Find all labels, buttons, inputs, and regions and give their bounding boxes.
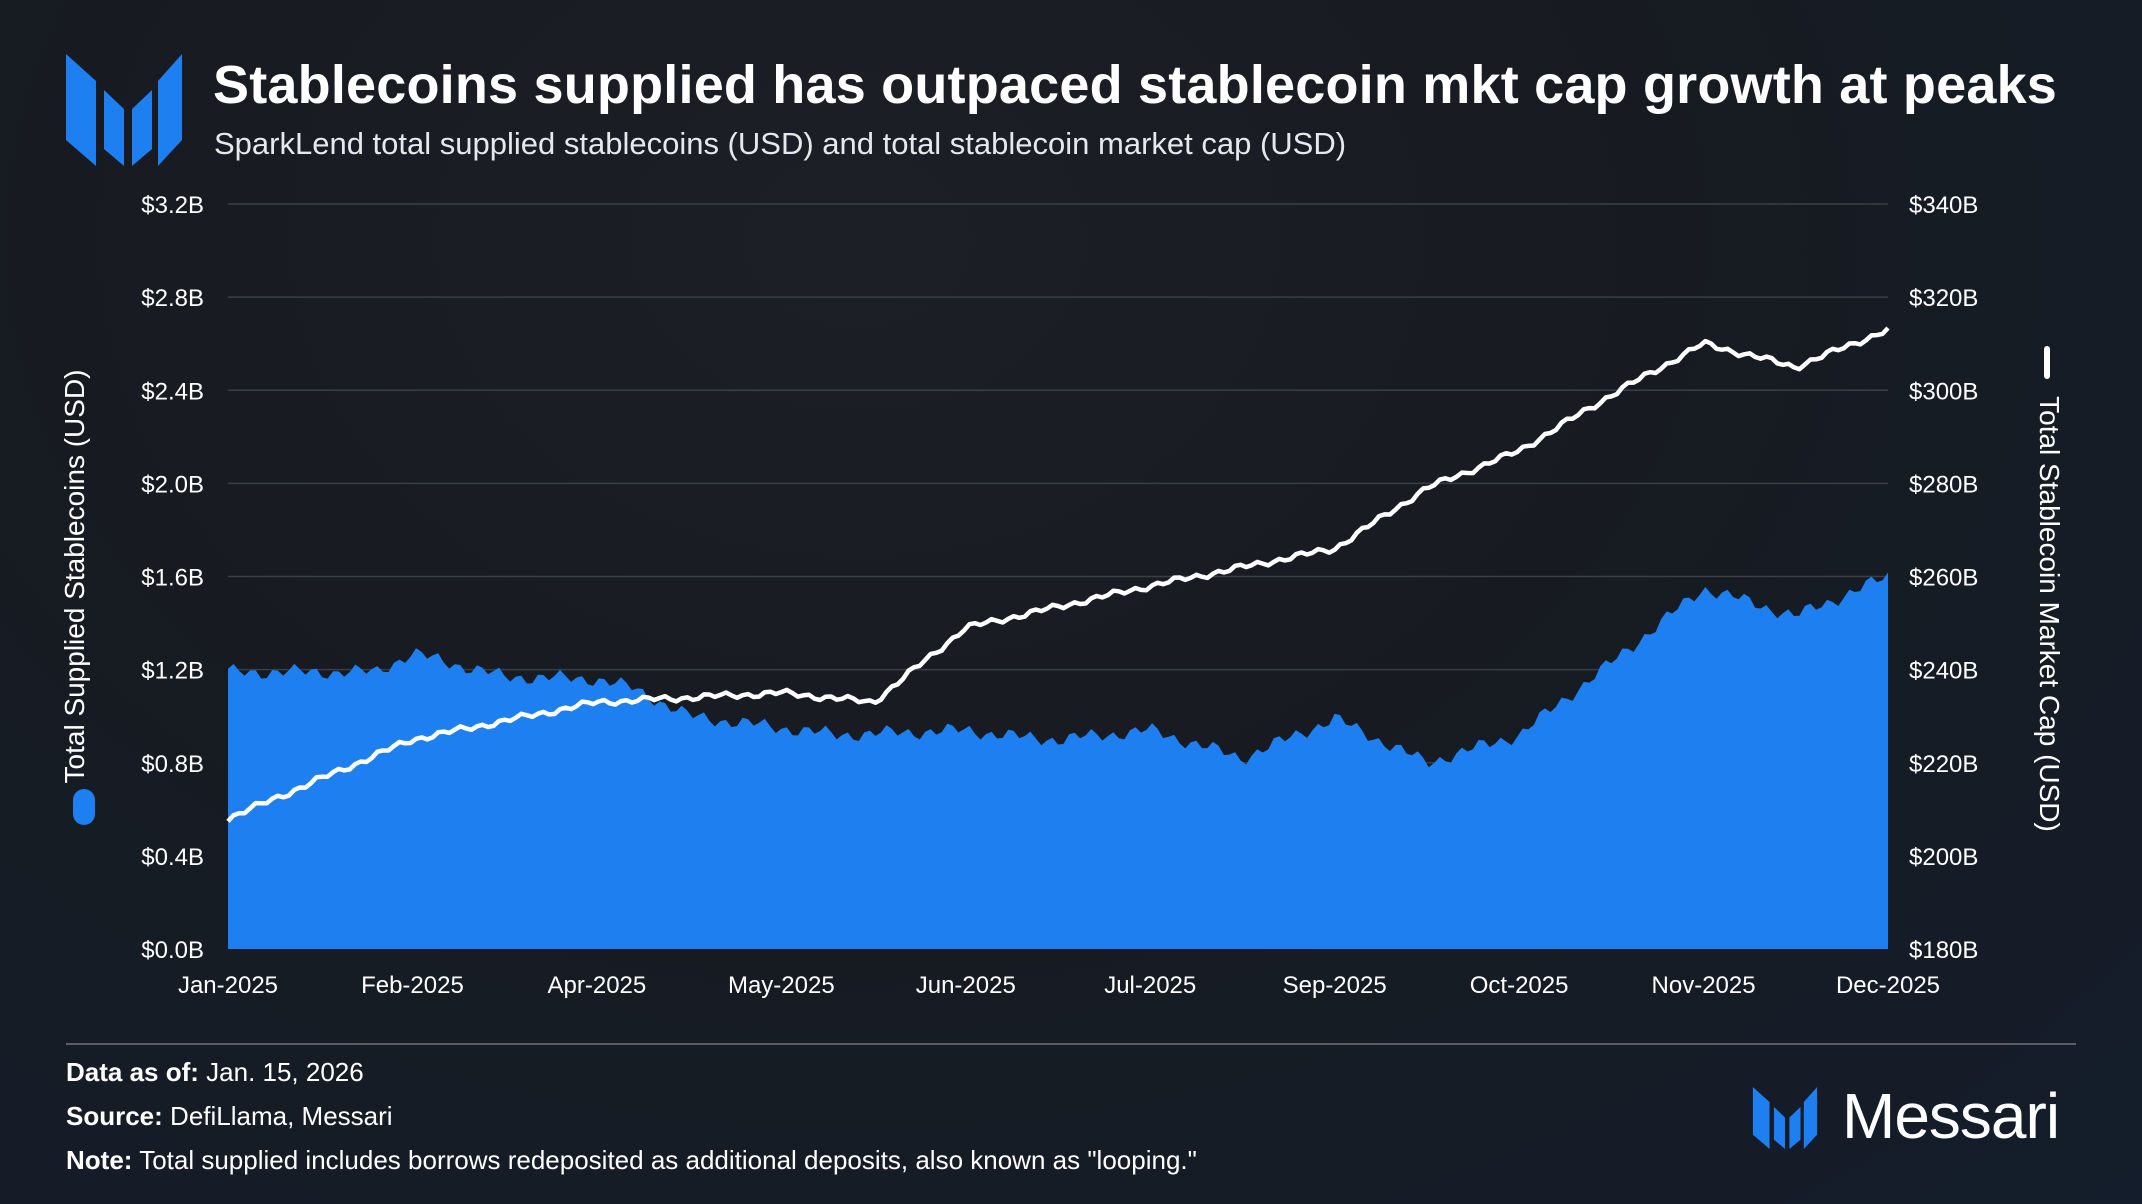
x-tick-label: Feb-2025: [361, 972, 464, 999]
x-tick-label: Apr-2025: [548, 972, 647, 999]
x-tick-label: May-2025: [728, 972, 835, 999]
messari-logo-icon: [66, 54, 182, 166]
note-label: Note:: [66, 1145, 133, 1175]
y-left-tick-label: $2.4B: [141, 378, 204, 405]
footer-source: Source: DefiLlama, Messari: [66, 1101, 393, 1132]
y-right-tick-label: $200B: [1909, 844, 1978, 871]
y-left-tick-label: $0.0B: [141, 937, 204, 964]
series-line-market-cap: [226, 326, 1890, 823]
source-label: Source:: [66, 1101, 163, 1131]
y-right-tick-label: $260B: [1909, 565, 1978, 592]
series-area-supplied: [228, 572, 1888, 949]
y-right-tick-label: $240B: [1909, 658, 1978, 685]
y-left-tick-label: $3.2B: [141, 192, 204, 219]
y-right-tick-label: $220B: [1909, 751, 1978, 778]
chart-title: Stablecoins supplied has outpaced stable…: [213, 55, 2058, 115]
y-left-tick-label: $0.8B: [141, 751, 204, 778]
x-tick-label: Jul-2025: [1104, 972, 1196, 999]
y-right-tick-label: $320B: [1909, 285, 1978, 312]
y-right-tick-label: $300B: [1909, 378, 1978, 405]
source-value: DefiLlama, Messari: [162, 1101, 393, 1131]
y-right-tick-label: $280B: [1909, 471, 1978, 498]
x-tick-label: Sep-2025: [1283, 972, 1387, 999]
y-left-tick-label: $0.4B: [141, 844, 204, 871]
legend-swatch-supplied: [73, 789, 95, 825]
messari-brand-icon: [1752, 1087, 1818, 1149]
footer-data-as-of: Data as of: Jan. 15, 2026: [66, 1057, 364, 1088]
footer-note: Note: Total supplied includes borrows re…: [66, 1145, 1197, 1176]
x-tick-label: Oct-2025: [1470, 972, 1569, 999]
chart: $0.0B $180B $0.4B $200B $0.8B $220B $1.2B $240B…: [59, 192, 2065, 999]
x-tick-label: Jun-2025: [916, 972, 1016, 999]
y-left-tick-label: $1.6B: [141, 565, 204, 592]
chart-subtitle: SparkLend total supplied stablecoins (US…: [214, 126, 1347, 161]
y-right-axis-title: Total Stablecoin Market Cap (USD): [2034, 396, 2065, 832]
y-left-tick-label: $2.8B: [141, 285, 204, 312]
brand-logo: Messari: [1752, 1080, 2082, 1152]
x-tick-label: Dec-2025: [1836, 972, 1940, 999]
y-right-tick-label: $340B: [1909, 192, 1978, 219]
y-left-tick-label: $1.2B: [141, 658, 204, 685]
y-left-axis-title: Total Supplied Stablecoins (USD): [59, 370, 90, 784]
brand-name: Messari: [1842, 1080, 2060, 1152]
data-as-of-label: Data as of:: [66, 1057, 199, 1087]
data-as-of-value: Jan. 15, 2026: [198, 1057, 364, 1087]
footer-divider: [66, 1043, 1077, 1045]
x-tick-label: Nov-2025: [1652, 972, 1756, 999]
note-value: Total supplied includes borrows redeposi…: [132, 1145, 1197, 1175]
footer-divider-right: [1077, 1043, 2076, 1045]
legend-swatch-market-cap: [2044, 346, 2050, 379]
y-right-tick-label: $180B: [1909, 937, 1978, 964]
x-tick-label: Jan-2025: [178, 972, 278, 999]
y-left-tick-label: $2.0B: [141, 471, 204, 498]
